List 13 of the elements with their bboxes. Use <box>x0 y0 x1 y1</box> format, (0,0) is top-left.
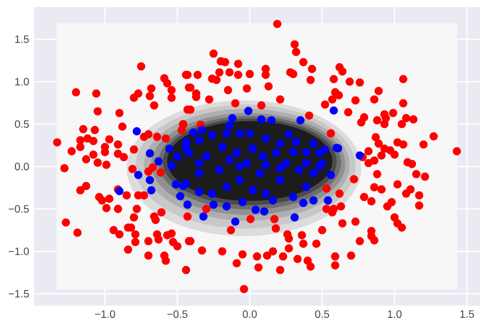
x-tick-label: 0.0 <box>242 310 257 318</box>
x-tick-label: 1.5 <box>460 310 474 318</box>
y-tick-label: −1.5 <box>8 290 29 298</box>
x-tick-label: −0.5 <box>167 310 188 318</box>
y-tick-label: 0.0 <box>14 162 29 170</box>
y-tick-label: 0.5 <box>14 120 29 128</box>
x-tick-label: −1.0 <box>94 310 116 318</box>
y-tick-label: 1.0 <box>15 78 29 86</box>
x-tick-label: 0.5 <box>315 310 330 318</box>
y-tick-label: 1.5 <box>15 36 29 43</box>
y-tick-label: −0.5 <box>8 205 29 213</box>
y-tick-label: −1.0 <box>8 248 29 256</box>
x-tick-label: 1.0 <box>388 310 402 318</box>
